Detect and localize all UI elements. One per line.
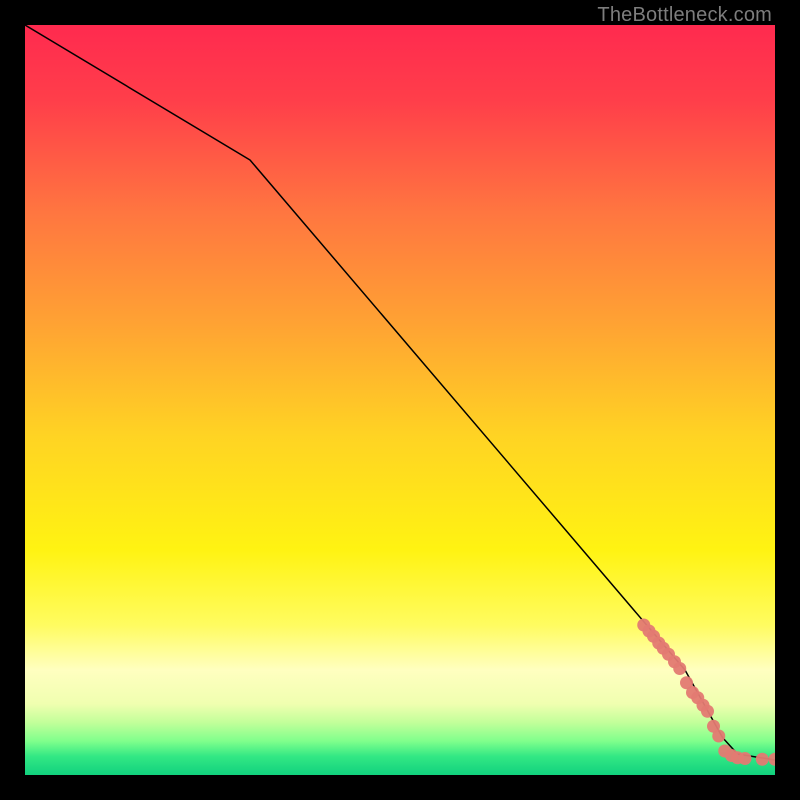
scatter-point [673, 662, 686, 675]
scatter-point [739, 752, 752, 765]
scatter-point [756, 753, 769, 766]
plot-area [25, 25, 775, 775]
chart-frame: TheBottleneck.com [0, 0, 800, 800]
chart-svg [25, 25, 775, 775]
watermark-text: TheBottleneck.com [597, 4, 772, 27]
gradient-background [25, 25, 775, 775]
scatter-point [712, 730, 725, 743]
scatter-point [701, 705, 714, 718]
